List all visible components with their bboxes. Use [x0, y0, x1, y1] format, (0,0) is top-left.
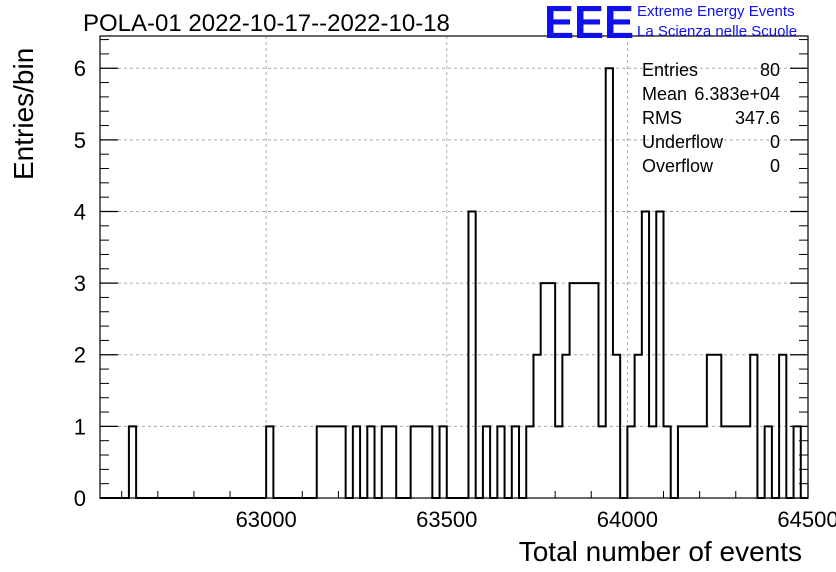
chart-title: POLA-01 2022-10-17--2022-10-18 [83, 10, 450, 37]
y-tick-label: 2 [74, 343, 86, 368]
stat-underflow: Underflow 0 [642, 132, 780, 156]
stat-rms: RMS 347.6 [642, 108, 780, 132]
x-tick-label: 63500 [416, 507, 477, 532]
stat-rms-value: 347.6 [734, 108, 780, 128]
eee-logo: EEE [544, 2, 634, 42]
stat-entries: Entries 80 [642, 60, 780, 84]
y-tick-label: 4 [74, 199, 86, 224]
stat-overflow-value: 0 [769, 156, 780, 176]
eee-logo-text: EEE [544, 2, 634, 42]
stat-overflow: Overflow 0 [642, 156, 780, 180]
y-tick-label: 3 [74, 271, 86, 296]
stat-mean: Mean 6.383e+04 [642, 84, 780, 108]
stat-underflow-value: 0 [769, 132, 780, 152]
plot-frame [99, 35, 809, 499]
x-tick-label: 64000 [597, 507, 658, 532]
x-tick-label: 64500 [777, 507, 836, 532]
axis-tick-labels: 63000 63500 64000 64500 0 1 2 3 4 5 6 [74, 56, 836, 532]
stats-box: Entries 80 Mean 6.383e+04 RMS 347.6 Unde… [642, 60, 780, 180]
y-tick-label: 6 [74, 56, 86, 81]
stat-mean-label: Mean [642, 84, 688, 104]
y-axis-label: Entries/bin [8, 47, 39, 180]
y-tick-label: 0 [74, 486, 86, 511]
brand-line-2: La Scienza nelle Scuole [637, 23, 798, 40]
stat-entries-value: 80 [759, 60, 780, 80]
stat-overflow-label: Overflow [642, 156, 714, 176]
axis-ticks [100, 39, 809, 499]
stat-rms-label: RMS [642, 108, 682, 128]
histogram-outline [100, 67, 808, 499]
x-tick-label: 63000 [236, 507, 297, 532]
stat-mean-value: 6.383e+04 [694, 84, 780, 104]
y-tick-label: 5 [74, 128, 86, 153]
stat-entries-label: Entries [642, 60, 699, 80]
y-tick-label: 1 [74, 414, 86, 439]
x-axis-label: Total number of events [518, 536, 802, 567]
brand-line-1: Extreme Energy Events [637, 3, 795, 20]
stat-underflow-label: Underflow [642, 132, 724, 152]
